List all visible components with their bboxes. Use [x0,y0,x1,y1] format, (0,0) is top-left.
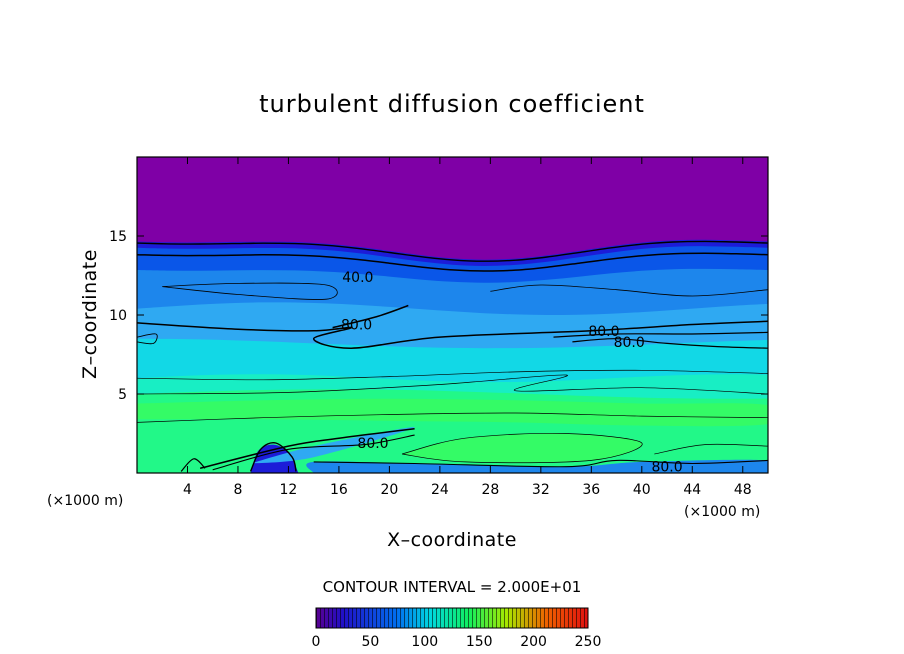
contour-lines [137,240,768,472]
plot-area [137,157,768,473]
contour-right-pool [654,443,768,455]
band-shear-layer [250,427,415,464]
contour-label: 80.0 [614,335,645,351]
x-tick-label: 4 [183,482,192,498]
colorbar: 0 50 100 150 200 250 [312,607,602,650]
x-axis: 4 8 12 16 20 24 28 32 36 40 44 48 [183,157,752,498]
contour-shear-2 [212,434,415,471]
x-axis-label: X–coordinate [387,529,517,551]
colorbar-tick-label: 200 [520,634,547,650]
x-tick-label: 48 [734,482,752,498]
contour-label: 80.0 [651,460,682,476]
contour-left-lobe [137,333,158,345]
contour-upper-wave [490,284,768,297]
contour-shear-1 [199,428,415,470]
x-tick-label: 44 [683,482,701,498]
contour-interval-text: CONTOUR INTERVAL = 2.000E+01 [323,578,582,596]
y-tick-label: 10 [109,308,127,324]
contour-label: 80.0 [341,317,372,333]
colorbar-tick-label: 50 [361,634,379,650]
contour-40 [137,252,768,272]
band-ground [306,459,768,473]
contour-label: 40.0 [342,270,373,286]
contour-surface [313,459,768,468]
contour-cell [249,442,297,472]
x-unit-label: (×1000 m) [684,504,760,520]
y-tick-label: 15 [109,229,127,245]
contour-label: 80.0 [588,324,619,340]
y-tick-label: 5 [118,387,127,403]
contour-pool [401,432,643,464]
contour-label-layer: 40.080.0 80.080.080.080.0 [341,270,683,476]
contour-label: 80.0 [357,436,388,452]
colorbar-tick-label: 250 [575,634,602,650]
colorbar-stripes [316,608,588,628]
x-tick-label: 28 [481,482,499,498]
contour-cell-2 [180,458,206,472]
band-lime-pool [402,433,643,463]
diffusion-field [137,157,768,473]
contour-100 [137,369,768,381]
contour-80-main [137,320,768,349]
y-axis-label: Z–coordinate [79,249,101,379]
chart-title: turbulent diffusion coefficient [259,90,645,118]
colorbar-frame [315,607,589,629]
x-tick-label: 20 [380,482,398,498]
colorbar-tick-label: 0 [312,634,321,650]
colorbar-ticks: 0 50 100 150 200 250 [312,634,602,650]
contour-80-right-2 [572,338,768,349]
x-tick-label: 8 [233,482,242,498]
x-tick-label: 16 [330,482,348,498]
x-tick-label: 12 [280,482,298,498]
z-unit-label: (×1000 m) [47,493,123,509]
colorbar-tick-label: 100 [411,634,438,650]
contour-top [137,240,768,262]
contour-80-right [553,331,768,338]
contour-140 [137,412,768,423]
contour-80-tongue [332,304,409,329]
y-axis: 5 10 15 [109,229,768,403]
x-tick-label: 40 [633,482,651,498]
x-tick-label: 36 [582,482,600,498]
band-lime [137,398,768,427]
x-tick-label: 32 [532,482,550,498]
colorbar-tick-label: 150 [466,634,493,650]
contour-120 [137,374,768,395]
contour-60 [162,282,338,300]
x-tick-label: 24 [431,482,449,498]
